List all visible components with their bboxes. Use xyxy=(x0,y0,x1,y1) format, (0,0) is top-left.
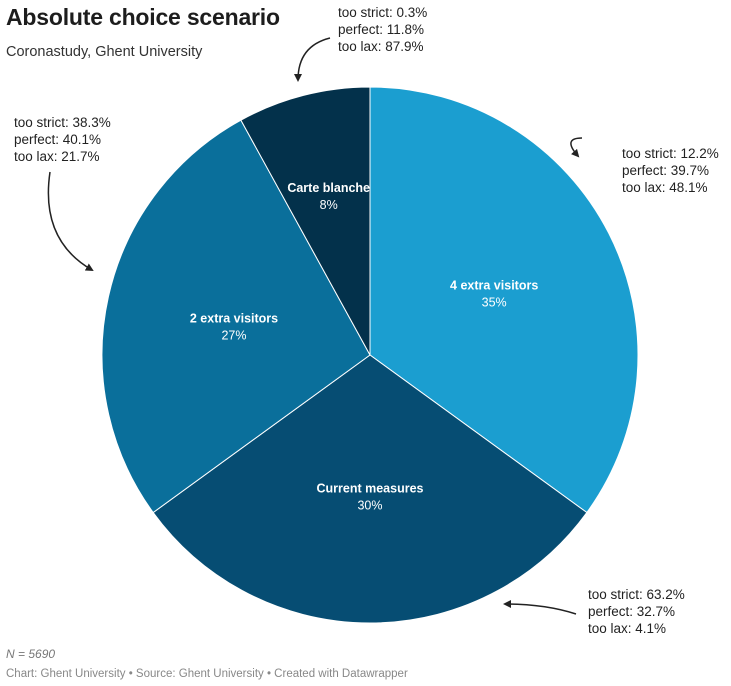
chart-footer: Chart: Ghent University • Source: Ghent … xyxy=(6,668,408,680)
annotation-line: perfect: 32.7% xyxy=(588,604,676,619)
slice-label: Carte blanche xyxy=(287,181,370,195)
pie-slice-4-extra-visitors xyxy=(369,86,639,514)
annotation-arrow xyxy=(503,600,577,615)
chart-subtitle: Coronastudy, Ghent University xyxy=(6,44,203,60)
annotation-line: too strict: 63.2% xyxy=(588,587,685,602)
annotation-line: perfect: 40.1% xyxy=(14,132,102,147)
pie-slice-current-measures xyxy=(152,354,588,624)
pie-slice-2-extra-visitors xyxy=(101,119,371,514)
annotation-line: too lax: 21.7% xyxy=(14,149,100,164)
pie-slice-carte-blanche xyxy=(240,86,371,356)
annotation-line: too lax: 87.9% xyxy=(338,39,424,54)
slice-value-label: 8% xyxy=(320,198,338,212)
slice-label: 4 extra visitors xyxy=(450,279,538,293)
annotation-line: too strict: 0.3% xyxy=(338,5,428,20)
annotation-4-extra-visitors: too strict: 12.2% perfect: 39.7% too lax… xyxy=(622,145,719,196)
annotation-line: too strict: 12.2% xyxy=(622,146,719,161)
annotation-arrow xyxy=(47,171,94,272)
annotation-carte-blanche: too strict: 0.3% perfect: 11.8% too lax:… xyxy=(338,4,427,55)
slice-label: 2 extra visitors xyxy=(190,312,278,326)
annotation-arrow xyxy=(294,37,331,82)
annotation-line: perfect: 11.8% xyxy=(338,22,425,37)
annotation-line: too lax: 4.1% xyxy=(588,621,667,636)
annotation-line: perfect: 39.7% xyxy=(622,163,710,178)
sample-size-note: N = 5690 xyxy=(6,647,56,661)
annotation-line: too lax: 48.1% xyxy=(622,180,708,195)
slice-value-label: 27% xyxy=(221,329,246,343)
slice-value-label: 30% xyxy=(357,498,382,512)
chart-title: Absolute choice scenario xyxy=(6,4,280,30)
annotation-2-extra-visitors: too strict: 38.3% perfect: 40.1% too lax… xyxy=(14,114,111,165)
annotation-arrow xyxy=(570,137,583,158)
slice-label: Current measures xyxy=(317,481,424,495)
annotation-current-measures: too strict: 63.2% perfect: 32.7% too lax… xyxy=(588,586,685,637)
annotation-line: too strict: 38.3% xyxy=(14,115,111,130)
slice-value-label: 35% xyxy=(482,296,507,310)
